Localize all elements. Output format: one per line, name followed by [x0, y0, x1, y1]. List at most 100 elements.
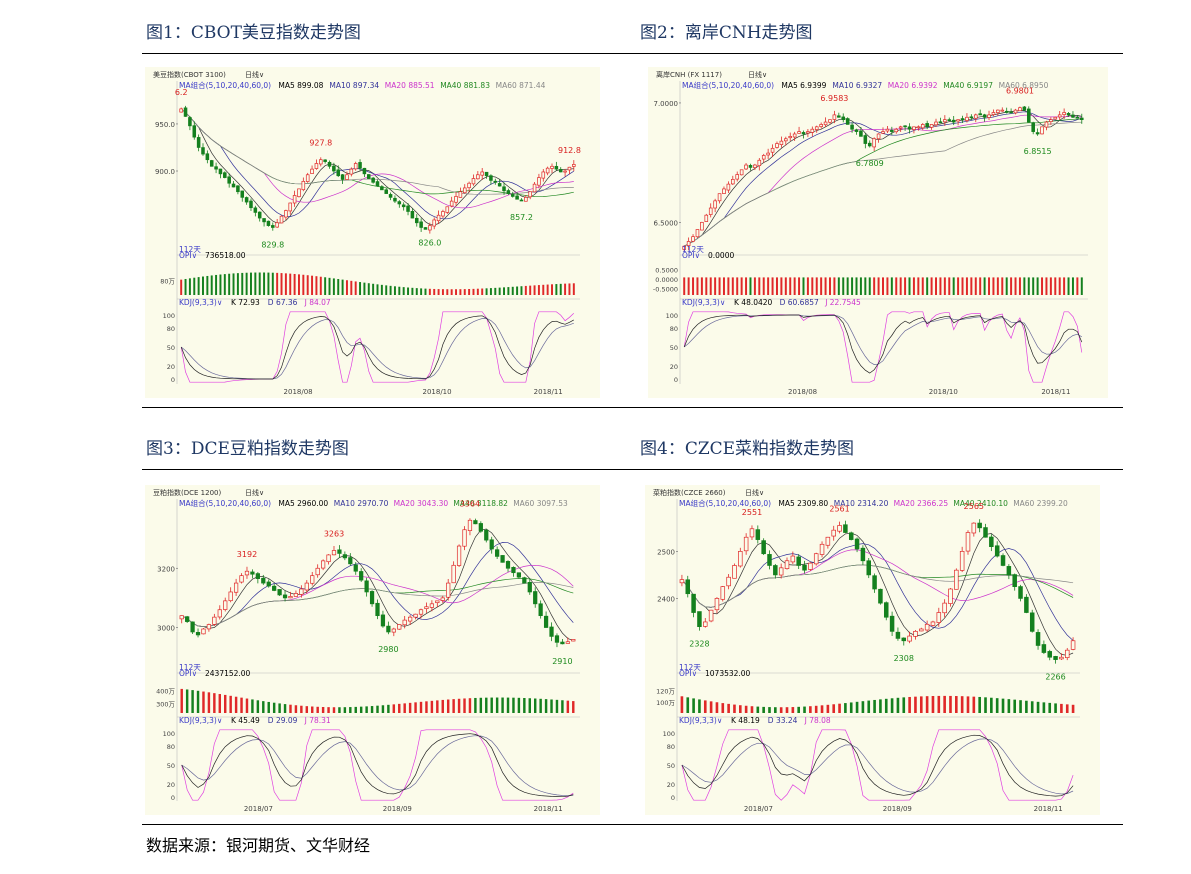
candle-body	[714, 598, 720, 611]
price-annotation: 927.8	[309, 139, 332, 148]
ma-legend-item: MA60 6.8950	[999, 81, 1049, 90]
candle-body	[397, 201, 402, 205]
candle-body	[854, 538, 860, 550]
ma-legend-item: MA10 897.34	[329, 81, 379, 90]
opi-tick-label: 120万	[656, 688, 675, 696]
candle-body	[250, 571, 255, 575]
kdj-d-value: D 67.36	[268, 298, 298, 307]
candle-body	[686, 241, 691, 246]
kdj-tick-label: 20	[167, 781, 175, 789]
candle-body	[872, 575, 877, 590]
candle-body	[401, 204, 406, 208]
x-tick-label: 2018/11	[534, 805, 563, 813]
kdj-j-value: J 84.07	[304, 298, 331, 307]
candle-body	[201, 628, 206, 635]
price-annotation: 3263	[324, 529, 344, 538]
candle-body	[1080, 117, 1084, 121]
candle-body	[748, 165, 753, 168]
candle-body	[749, 528, 755, 538]
ma-legend-item: MA组合(5,10,20,40,60,0)	[179, 498, 271, 508]
ma5-line	[681, 532, 1074, 656]
candle-body	[279, 215, 284, 224]
candle-body	[271, 225, 275, 228]
price-annotation: 6.9583	[820, 94, 848, 103]
candle-body	[262, 218, 266, 223]
candle-body	[266, 581, 271, 587]
ma5-line	[181, 528, 574, 642]
candle-body	[435, 600, 440, 604]
candle-body	[1035, 132, 1040, 135]
candle-body	[843, 524, 848, 533]
kdj-d-value: D 60.6857	[780, 298, 819, 307]
candle-body	[761, 540, 766, 555]
candle-body	[282, 594, 288, 599]
opi-label: OPI∨	[179, 669, 197, 678]
price-annotation: 857.2	[510, 213, 533, 222]
candle-body	[301, 181, 306, 191]
top-rule-row1	[142, 53, 1123, 54]
candle-body	[428, 225, 432, 231]
candle-body	[878, 588, 883, 604]
kdj-tick-label: 20	[670, 363, 678, 371]
candle-body	[310, 575, 315, 584]
candle-body	[449, 200, 454, 207]
ma-legend-item: MA40 2410.10	[953, 499, 1008, 508]
candle-body	[773, 565, 778, 576]
candle-body	[735, 174, 740, 180]
candle-body	[919, 628, 924, 632]
kdj-line	[681, 729, 1074, 801]
candle-body	[358, 162, 362, 169]
candle-body	[1013, 109, 1018, 114]
candle-body	[1057, 114, 1062, 118]
candle-body	[1066, 113, 1071, 116]
chart-header-name: 离岸CNH (FX 1117)	[656, 70, 722, 79]
price-annotation: 6.7809	[856, 159, 884, 168]
kdj-line	[683, 314, 1082, 365]
candle-body	[545, 167, 550, 174]
candle-body	[505, 561, 511, 569]
candle-body	[708, 207, 713, 215]
candle-body	[956, 119, 960, 122]
ma5-line	[180, 108, 574, 226]
candle-body	[375, 181, 380, 187]
price-tick-label: 3200	[157, 565, 175, 573]
candle-body	[898, 126, 903, 129]
candle-body	[257, 211, 262, 219]
candle-body	[384, 189, 388, 194]
candle-body	[867, 142, 872, 147]
candle-body	[292, 195, 297, 204]
candle-body	[691, 593, 696, 613]
candle-body	[353, 564, 358, 572]
figure-3-title: 图3：DCE豆粕指数走势图	[146, 439, 349, 459]
candle-body	[682, 245, 686, 250]
candle-body	[179, 615, 184, 620]
candle-body	[978, 113, 982, 116]
price-annotation: 6.2	[175, 88, 188, 97]
ma-legend-item: MA组合(5,10,20,40,60,0)	[682, 80, 774, 90]
price-tick-label: 950.0	[155, 121, 175, 129]
candle-body	[806, 131, 810, 134]
candle-body	[1062, 112, 1066, 115]
candle-body	[261, 577, 266, 584]
candle-body	[214, 166, 218, 170]
candle-body	[1000, 555, 1006, 566]
candle-body	[497, 183, 502, 187]
candle-body	[837, 115, 841, 118]
candle-body	[925, 123, 929, 128]
candle-body	[484, 529, 489, 541]
candle-body	[231, 183, 236, 188]
ma-legend-item: MA60 871.44	[496, 81, 546, 90]
candle-body	[936, 612, 942, 623]
candle-body	[778, 567, 784, 576]
candle-body	[567, 166, 572, 171]
x-tick-label: 2018/08	[284, 388, 313, 396]
candle-body	[947, 119, 952, 121]
candle-body	[977, 522, 982, 529]
candle-body	[1024, 596, 1029, 613]
candle-body	[543, 615, 549, 628]
ma-legend-item: MA5 2960.00	[278, 499, 328, 508]
candle-body	[924, 623, 930, 631]
kdj-line	[180, 311, 575, 383]
kdj-j-value: J 22.7545	[824, 298, 861, 307]
candle-body	[397, 624, 402, 630]
